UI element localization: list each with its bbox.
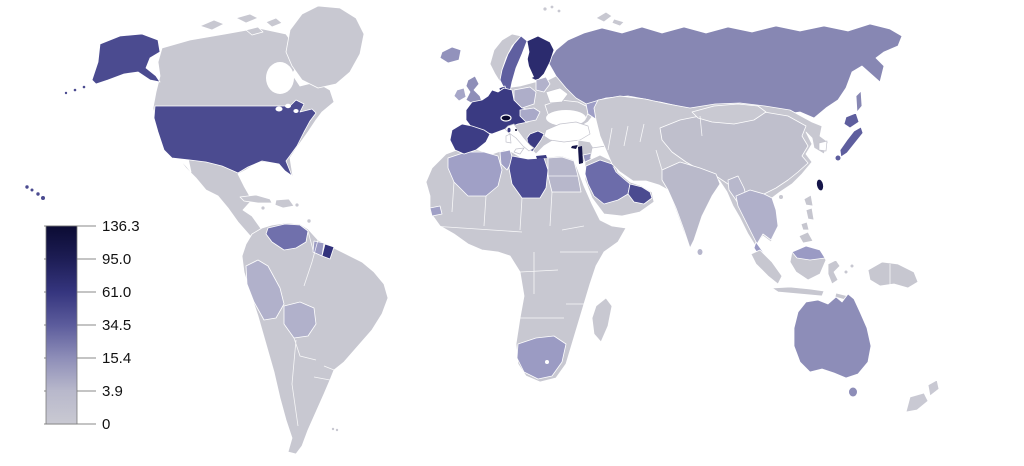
region-jamaica bbox=[261, 206, 265, 210]
region-south-korea bbox=[818, 140, 828, 152]
region-hispaniola bbox=[274, 198, 295, 209]
region-sakhalin bbox=[855, 90, 863, 113]
region-moluccas bbox=[844, 264, 854, 274]
south-america-borders bbox=[291, 230, 335, 427]
region-new-guinea bbox=[867, 261, 919, 289]
region-bolivia bbox=[283, 301, 317, 339]
region-sardinia bbox=[505, 133, 512, 144]
north-america bbox=[25, 5, 365, 247]
region-hainan bbox=[779, 195, 783, 199]
region-cuba bbox=[239, 194, 273, 204]
region-madagascar bbox=[591, 297, 613, 343]
legend-label-15: 15.4 bbox=[102, 350, 131, 367]
region-hungary-balkans bbox=[519, 107, 541, 123]
region-san-marino bbox=[515, 129, 517, 131]
europe bbox=[439, 5, 903, 159]
region-cyprus bbox=[571, 145, 578, 149]
region-kyushu bbox=[835, 155, 841, 161]
region-falklands bbox=[331, 427, 339, 432]
asia bbox=[593, 95, 919, 301]
region-egypt bbox=[547, 156, 582, 193]
region-usa bbox=[153, 99, 317, 177]
oceania bbox=[793, 293, 940, 413]
region-lesotho bbox=[545, 360, 549, 364]
region-hawaii bbox=[25, 185, 45, 200]
region-italy bbox=[504, 123, 535, 152]
legend-label-95: 95.0 bbox=[102, 251, 131, 268]
hudson-bay bbox=[266, 62, 294, 94]
legend-label-3: 3.9 bbox=[102, 383, 123, 400]
region-new-zealand bbox=[905, 379, 940, 413]
region-alaska bbox=[91, 33, 161, 85]
region-greenland bbox=[285, 5, 365, 89]
gulf-of-bothnia bbox=[521, 50, 534, 80]
region-ireland bbox=[453, 87, 467, 102]
region-india bbox=[661, 161, 721, 249]
region-libya bbox=[508, 155, 549, 199]
region-mongolia bbox=[691, 103, 767, 125]
region-lebanon-israel bbox=[578, 146, 583, 164]
region-turkey bbox=[543, 121, 591, 143]
region-japan bbox=[839, 112, 864, 158]
region-tasmania bbox=[849, 387, 857, 397]
region-french-guiana bbox=[321, 243, 335, 260]
region-peru bbox=[245, 259, 285, 321]
region-oman-uae bbox=[627, 183, 653, 205]
region-indochina bbox=[735, 189, 779, 245]
region-senegal bbox=[429, 205, 443, 217]
region-sri-lanka bbox=[697, 249, 703, 255]
legend-label-max: 136.3 bbox=[102, 218, 140, 235]
region-philippines bbox=[798, 194, 815, 244]
legend-labels: 136.3 95.0 61.0 34.5 15.4 3.9 0 bbox=[102, 218, 140, 433]
region-corsica bbox=[507, 127, 511, 133]
region-australia bbox=[793, 293, 872, 379]
great-lakes bbox=[275, 103, 299, 113]
africa-borders bbox=[431, 175, 598, 319]
region-algeria bbox=[447, 151, 503, 197]
asia-borders bbox=[607, 115, 891, 286]
region-puerto-rico bbox=[295, 203, 299, 207]
region-svalbard bbox=[543, 5, 561, 13]
region-taiwan bbox=[816, 179, 824, 191]
region-trinidad bbox=[307, 219, 311, 223]
region-sicily bbox=[513, 147, 525, 155]
region-switzerland bbox=[500, 114, 512, 122]
region-novaya-zemlya bbox=[595, 11, 625, 27]
region-poland bbox=[513, 86, 537, 109]
region-venezuela bbox=[265, 223, 309, 251]
south-america bbox=[241, 222, 389, 455]
region-spain-portugal bbox=[449, 123, 491, 155]
region-indonesia bbox=[750, 245, 849, 301]
region-norway bbox=[489, 33, 522, 83]
legend: 136.3 95.0 61.0 34.5 15.4 3.9 0 bbox=[44, 218, 140, 433]
region-baltics bbox=[535, 76, 551, 93]
region-iceland bbox=[439, 46, 462, 64]
legend-gradient-bar bbox=[45, 225, 78, 425]
legend-label-34: 34.5 bbox=[102, 317, 131, 334]
region-crete bbox=[536, 155, 547, 159]
region-arctic-islands bbox=[199, 13, 283, 36]
legend-label-61: 61.0 bbox=[102, 284, 131, 301]
region-south-africa bbox=[516, 335, 567, 380]
region-aleutian-islands bbox=[64, 85, 86, 95]
region-malaysia-borneo bbox=[791, 245, 826, 261]
region-belarus bbox=[545, 87, 569, 104]
africa bbox=[425, 147, 627, 383]
legend-label-min: 0 bbox=[102, 416, 110, 433]
